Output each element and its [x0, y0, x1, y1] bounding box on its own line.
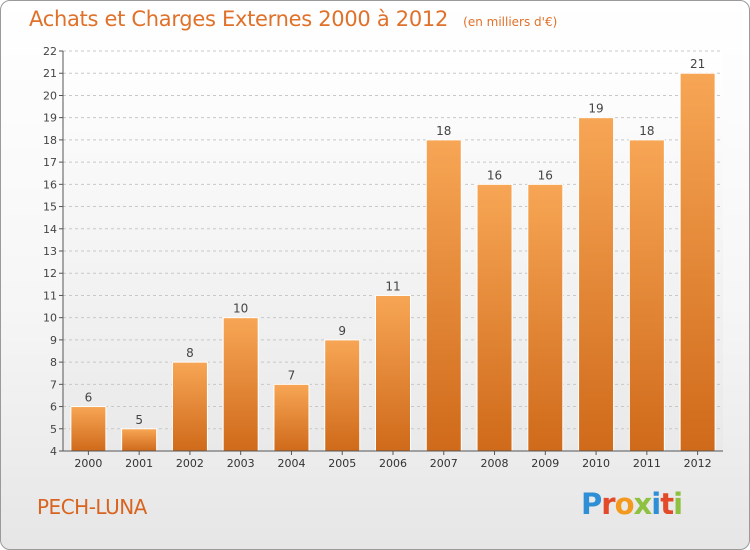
y-tick-label: 17 — [43, 156, 57, 169]
x-tick-label: 2007 — [430, 457, 458, 470]
bar-2009 — [527, 183, 564, 452]
x-tick-label: 2012 — [684, 457, 712, 470]
bar-2010 — [578, 117, 615, 452]
y-tick-label: 5 — [50, 423, 57, 436]
data-label-2001: 5 — [135, 413, 143, 427]
y-tick-label: 18 — [43, 134, 57, 147]
bar-2001 — [121, 428, 158, 452]
x-tick-label: 2009 — [531, 457, 559, 470]
y-tick-label: 10 — [43, 312, 57, 325]
logo-letter: r — [601, 487, 615, 521]
logo-letter: t — [660, 487, 674, 521]
chart-unit: (en milliers d'€) — [463, 15, 558, 29]
y-tick-label: 12 — [43, 267, 57, 280]
y-tick-label: 19 — [43, 112, 57, 125]
logo-letter: i — [651, 487, 661, 521]
x-tick-label: 2001 — [125, 457, 153, 470]
chart-title-block: Achats et Charges Externes 2000 à 2012 (… — [29, 7, 557, 31]
y-tick-label: 7 — [50, 378, 57, 391]
x-tick-label: 2003 — [227, 457, 255, 470]
bar-2003 — [222, 317, 259, 452]
bar-2011 — [628, 139, 665, 452]
y-tick-label: 11 — [43, 289, 57, 302]
bar-2005 — [324, 339, 361, 452]
x-tick-label: 2011 — [633, 457, 661, 470]
proxiti-logo: Proxiti — [581, 487, 683, 521]
data-label-2003: 10 — [233, 302, 248, 316]
data-label-2006: 11 — [385, 279, 400, 293]
y-tick-label: 14 — [43, 223, 57, 236]
data-label-2012: 21 — [690, 57, 705, 71]
x-tick-label: 2006 — [379, 457, 407, 470]
y-tick-label: 13 — [43, 245, 57, 258]
y-tick-label: 21 — [43, 67, 57, 80]
chart-title: Achats et Charges Externes 2000 à 2012 — [29, 7, 449, 31]
y-tick-label: 9 — [50, 334, 57, 347]
logo-letter: i — [673, 487, 683, 521]
data-label-2005: 9 — [338, 324, 346, 338]
bar-2000 — [70, 406, 107, 452]
data-label-2002: 8 — [186, 346, 194, 360]
y-tick-label: 16 — [43, 178, 57, 191]
y-tick-label: 22 — [43, 45, 57, 58]
bar-2004 — [273, 383, 310, 452]
x-tick-label: 2002 — [176, 457, 204, 470]
y-tick-label: 6 — [50, 401, 57, 414]
bar-2008 — [476, 183, 513, 452]
logo-letter: x — [633, 487, 653, 521]
x-tick-label: 2005 — [328, 457, 356, 470]
bar-2012 — [679, 72, 716, 452]
x-tick-label: 2004 — [277, 457, 305, 470]
commune-name: PECH-LUNA — [37, 495, 147, 519]
bar-2002 — [171, 361, 208, 452]
logo-letter: o — [614, 487, 635, 521]
y-tick-label: 15 — [43, 201, 57, 214]
y-tick-label: 8 — [50, 356, 57, 369]
data-label-2010: 19 — [588, 102, 603, 116]
y-tick-label: 4 — [50, 445, 57, 458]
data-label-2008: 16 — [487, 168, 502, 182]
y-tick-label: 20 — [43, 89, 57, 102]
data-label-2000: 6 — [85, 391, 93, 405]
data-label-2007: 18 — [436, 124, 451, 138]
bar-2006 — [375, 294, 411, 452]
x-tick-label: 2008 — [481, 457, 509, 470]
x-tick-label: 2000 — [74, 457, 102, 470]
x-tick-label: 2010 — [582, 457, 610, 470]
bar-2007 — [425, 139, 462, 452]
data-label-2004: 7 — [288, 368, 296, 382]
data-label-2009: 16 — [538, 168, 553, 182]
data-label-2011: 18 — [639, 124, 654, 138]
logo-letter: P — [581, 487, 602, 521]
